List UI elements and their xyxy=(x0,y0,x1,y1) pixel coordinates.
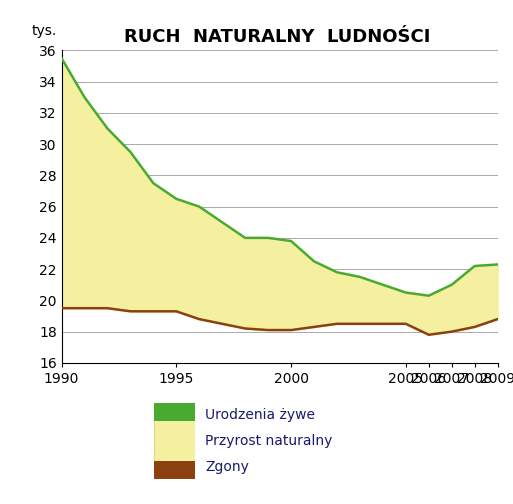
Bar xyxy=(154,403,195,421)
Text: Przyrost naturalny: Przyrost naturalny xyxy=(205,434,332,448)
Text: RUCH  NATURALNY  LUDNOŚCI: RUCH NATURALNY LUDNOŚCI xyxy=(124,28,430,46)
Bar xyxy=(154,461,195,479)
Text: Zgony: Zgony xyxy=(205,461,249,474)
Text: Urodzenia żywe: Urodzenia żywe xyxy=(205,408,315,421)
Text: tys.: tys. xyxy=(32,24,57,38)
